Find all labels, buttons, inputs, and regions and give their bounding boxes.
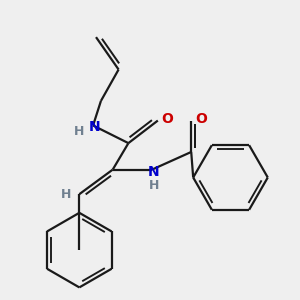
Text: H: H	[149, 179, 159, 192]
Text: H: H	[74, 125, 85, 138]
Text: O: O	[195, 112, 207, 126]
Text: H: H	[60, 188, 71, 201]
Text: N: N	[148, 165, 160, 178]
Text: O: O	[162, 112, 174, 126]
Text: N: N	[89, 120, 101, 134]
